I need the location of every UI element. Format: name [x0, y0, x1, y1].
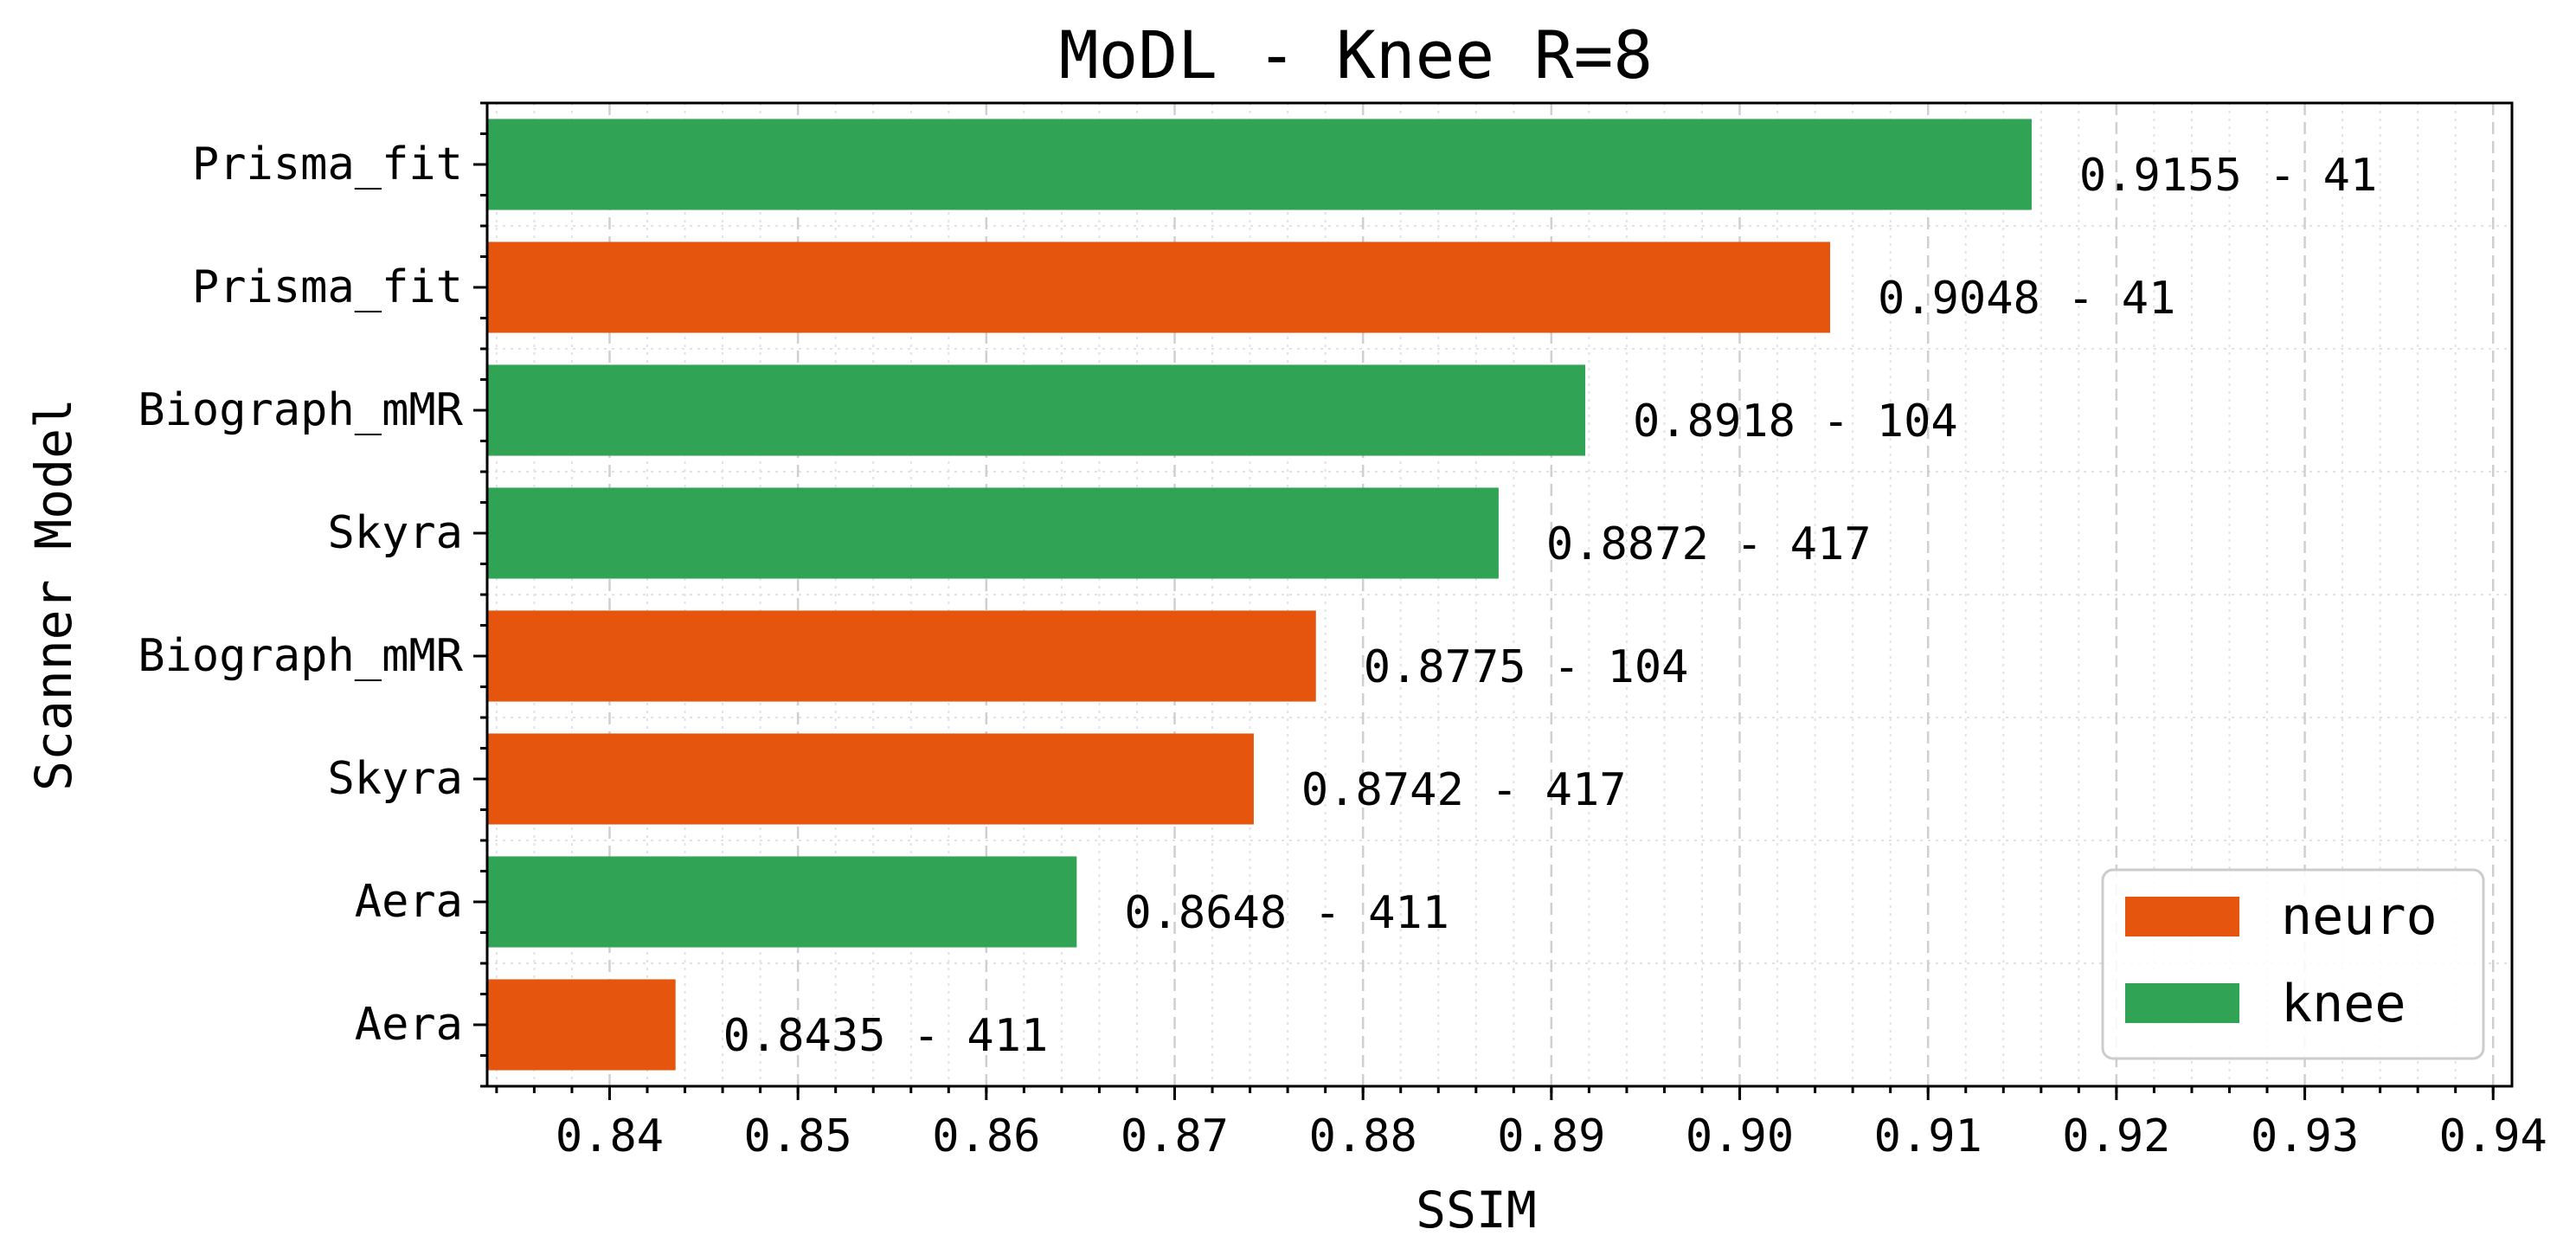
x-tick-label: 0.84 — [556, 1110, 664, 1162]
chart-title: MoDL - Knee R=8 — [1059, 16, 1653, 93]
x-tick-label: 0.88 — [1309, 1110, 1417, 1162]
bar-value-label: 0.8872 - 417 — [1546, 518, 1872, 570]
legend: neuro knee — [2101, 868, 2485, 1060]
y-axis-ticks: Prisma_fit Prisma_fit Biograph_mMR Skyra Bio… — [138, 101, 487, 1088]
y-tick-label: Aera — [355, 999, 463, 1051]
x-tick-label: 0.87 — [1121, 1110, 1229, 1162]
x-tick-label: 0.94 — [2439, 1110, 2547, 1162]
y-tick-label: Skyra — [327, 507, 463, 559]
x-tick-label: 0.90 — [1686, 1110, 1794, 1162]
bar-value-label: 0.9048 - 41 — [1878, 273, 2175, 325]
bars — [487, 119, 2032, 1071]
x-tick-label: 0.91 — [1874, 1110, 1982, 1162]
bar-value-label: 0.8435 - 411 — [723, 1010, 1049, 1062]
bar-value-label: 0.8918 - 104 — [1633, 396, 1958, 447]
bar-aera-neuro — [487, 979, 676, 1071]
x-tick-label: 0.92 — [2062, 1110, 2170, 1162]
y-tick-label: Prisma_fit — [192, 261, 463, 313]
y-tick-label: Biograph_mMR — [138, 384, 463, 436]
y-tick-label: Prisma_fit — [192, 138, 463, 190]
x-axis-ticks: 0.84 0.85 0.86 0.87 0.88 0.89 0.90 0.91 0.92 0.93… — [495, 1086, 2547, 1162]
legend-label-knee: knee — [2281, 974, 2406, 1034]
bar-value-label: 0.8648 - 411 — [1124, 887, 1449, 939]
x-axis-label: SSIM — [1416, 1181, 1537, 1239]
x-tick-label: 0.93 — [2251, 1110, 2359, 1162]
x-tick-label: 0.89 — [1497, 1110, 1605, 1162]
y-tick-label: Biograph_mMR — [138, 630, 463, 682]
x-tick-label: 0.86 — [932, 1110, 1040, 1162]
bar-prisma-fit-neuro — [487, 241, 1831, 333]
bar-skyra-neuro — [487, 733, 1254, 825]
bar-aera-knee — [487, 856, 1077, 948]
bar-biograph-mmr-knee — [487, 364, 1586, 456]
bar-value-label: 0.8775 - 104 — [1364, 641, 1689, 693]
x-tick-label: 0.85 — [744, 1110, 852, 1162]
y-tick-label: Aera — [355, 876, 463, 928]
bar-value-label: 0.9155 - 41 — [2079, 150, 2377, 202]
bar-skyra-knee — [487, 487, 1499, 579]
y-axis-label: Scanner Model — [24, 398, 83, 791]
legend-label-neuro: neuro — [2281, 886, 2438, 947]
y-tick-label: Skyra — [327, 753, 463, 805]
bar-prisma-fit-knee — [487, 119, 2032, 210]
legend-swatch-neuro — [2125, 897, 2239, 936]
bar-value-label: 0.8742 - 417 — [1301, 764, 1627, 816]
bar-biograph-mmr-neuro — [487, 610, 1316, 702]
legend-swatch-knee — [2125, 983, 2239, 1023]
bar-value-labels: 0.9155 - 41 0.9048 - 41 0.8918 - 104 0.8872… — [723, 150, 2378, 1062]
